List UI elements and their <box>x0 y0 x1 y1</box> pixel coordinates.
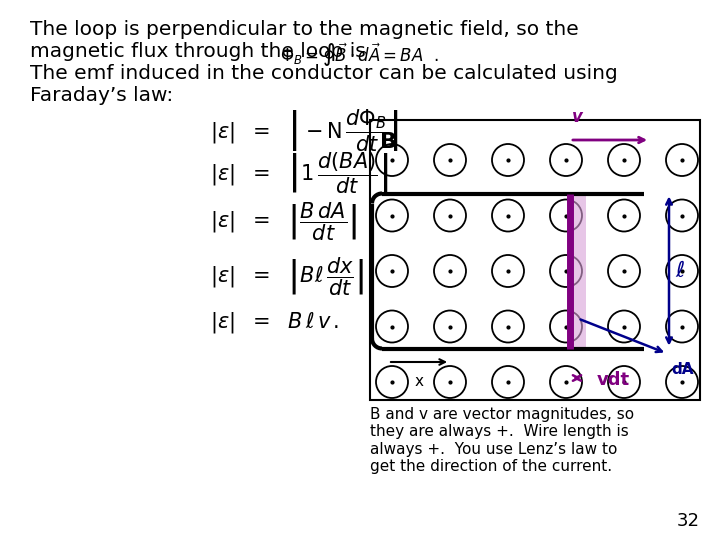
Text: $|\varepsilon|$  $=$  $\left| B\ell\,\dfrac{dx}{dt} \right|$: $|\varepsilon|$ $=$ $\left| B\ell\,\dfra… <box>210 255 364 298</box>
Text: 32: 32 <box>677 512 700 530</box>
Text: x: x <box>415 374 423 389</box>
Bar <box>370 120 700 400</box>
Text: dA: dA <box>671 361 693 376</box>
Text: $\ell$: $\ell$ <box>675 261 685 281</box>
Text: $|\varepsilon|$  $=$  $B\,\ell\,v\,.$: $|\varepsilon|$ $=$ $B\,\ell\,v\,.$ <box>210 310 339 335</box>
Text: B and v are vector magnitudes, so
they are always +.  Wire length is
always +.  : B and v are vector magnitudes, so they a… <box>370 407 634 474</box>
Text: $\Phi_B = \oint \vec{B} \cdot d\vec{A} = BA$  .: $\Phi_B = \oint \vec{B} \cdot d\vec{A} =… <box>280 42 438 70</box>
Text: $|\varepsilon|$  $=$  $\left| -\mathrm{N}\,\dfrac{d\Phi_B}{dt} \right|$: $|\varepsilon|$ $=$ $\left| -\mathrm{N}\… <box>210 108 399 154</box>
Text: vdt: vdt <box>597 371 630 389</box>
Text: The emf induced in the conductor can be calculated using: The emf induced in the conductor can be … <box>30 64 618 83</box>
Text: $|\varepsilon|$  $=$  $\left| 1\,\dfrac{d(BA)}{dt} \right|$: $|\varepsilon|$ $=$ $\left| 1\,\dfrac{d(… <box>210 150 388 195</box>
Bar <box>572 193 586 348</box>
Text: $|\varepsilon|$  $=$  $\left| \dfrac{B\,dA}{dt} \right|$: $|\varepsilon|$ $=$ $\left| \dfrac{B\,dA… <box>210 200 357 242</box>
Text: The loop is perpendicular to the magnetic field, so the: The loop is perpendicular to the magneti… <box>30 20 579 39</box>
Text: magnetic flux through the loop is: magnetic flux through the loop is <box>30 42 366 61</box>
Text: B: B <box>380 132 397 152</box>
Text: Faraday’s law:: Faraday’s law: <box>30 86 174 105</box>
Text: v: v <box>572 108 583 126</box>
